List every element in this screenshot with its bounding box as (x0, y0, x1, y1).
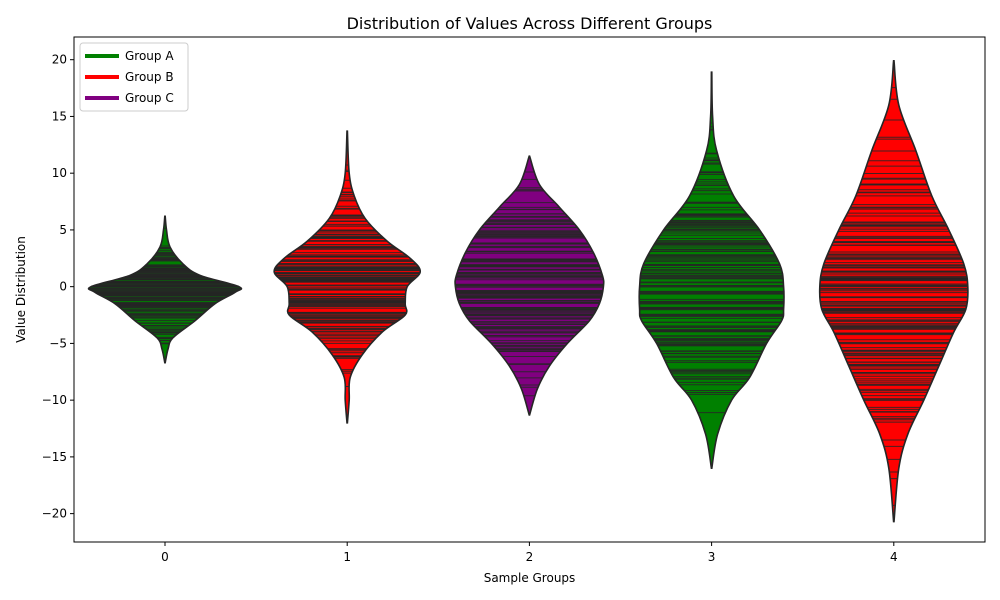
violin-outline-4 (818, 60, 969, 523)
x-tick-label: 4 (890, 550, 898, 564)
y-tick-label: −20 (42, 507, 67, 521)
y-tick-label: 0 (59, 280, 67, 294)
violin-outline-0 (87, 215, 243, 364)
violin-outline-1 (273, 130, 422, 424)
y-tick-label: −10 (42, 393, 67, 407)
y-axis: 20 15 10 5 0 −5 −10 −15 −20 (42, 53, 74, 521)
y-tick-label: −15 (42, 450, 67, 464)
x-tick-label: 1 (343, 550, 351, 564)
violin-outline-3 (638, 71, 785, 470)
y-tick-label: 20 (52, 53, 67, 67)
violin-outline-2 (454, 155, 605, 416)
x-axis-title: Sample Groups (484, 571, 576, 585)
legend-label: Group A (125, 49, 174, 63)
y-tick-label: 5 (59, 223, 67, 237)
legend-box (79, 42, 189, 112)
y-tick-label: 15 (52, 109, 67, 123)
x-tick-label: 2 (526, 550, 534, 564)
y-tick-label: −5 (49, 336, 67, 350)
x-tick-label: 3 (708, 550, 716, 564)
legend: Group A Group B Group C (79, 42, 189, 112)
y-axis-title: Value Distribution (14, 236, 28, 343)
legend-label: Group C (125, 91, 174, 105)
chart-title: Distribution of Values Across Different … (347, 14, 713, 33)
violin-group-3 (638, 71, 785, 470)
x-axis: 0 1 2 3 4 (161, 542, 898, 564)
legend-label: Group B (125, 70, 174, 84)
x-tick-label: 0 (161, 550, 169, 564)
y-tick-label: 10 (52, 166, 67, 180)
